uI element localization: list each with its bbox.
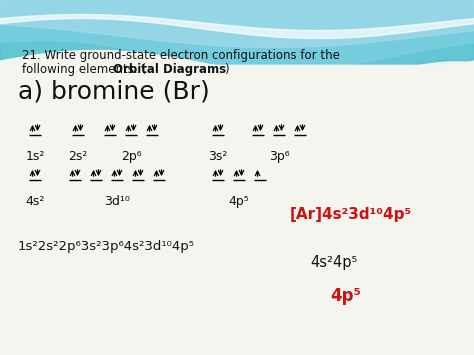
Text: 1s²2s²2p⁶3s²3p⁶4s²3d¹⁰4p⁵: 1s²2s²2p⁶3s²3p⁶4s²3d¹⁰4p⁵ [18,240,195,253]
Text: [Ar]4s²3d¹⁰4p⁵: [Ar]4s²3d¹⁰4p⁵ [290,207,412,222]
Text: ): ) [224,63,228,76]
Text: 4p⁵: 4p⁵ [330,287,361,305]
Text: 3s²: 3s² [208,150,228,163]
Text: a) bromine (Br): a) bromine (Br) [18,80,210,104]
Text: 4p⁵: 4p⁵ [228,195,249,208]
Text: 3p⁶: 3p⁶ [269,150,289,163]
Text: 1s²: 1s² [25,150,45,163]
Text: 2s²: 2s² [68,150,88,163]
Text: 3d¹⁰: 3d¹⁰ [104,195,130,208]
Text: 4s²4p⁵: 4s²4p⁵ [310,255,357,270]
Text: 4s²: 4s² [25,195,45,208]
Text: 2p⁶: 2p⁶ [121,150,141,163]
Text: following elements. (: following elements. ( [22,63,146,76]
Text: Orbital Diagrams: Orbital Diagrams [113,63,226,76]
Text: 21. Write ground-state electron configurations for the: 21. Write ground-state electron configur… [22,49,340,62]
